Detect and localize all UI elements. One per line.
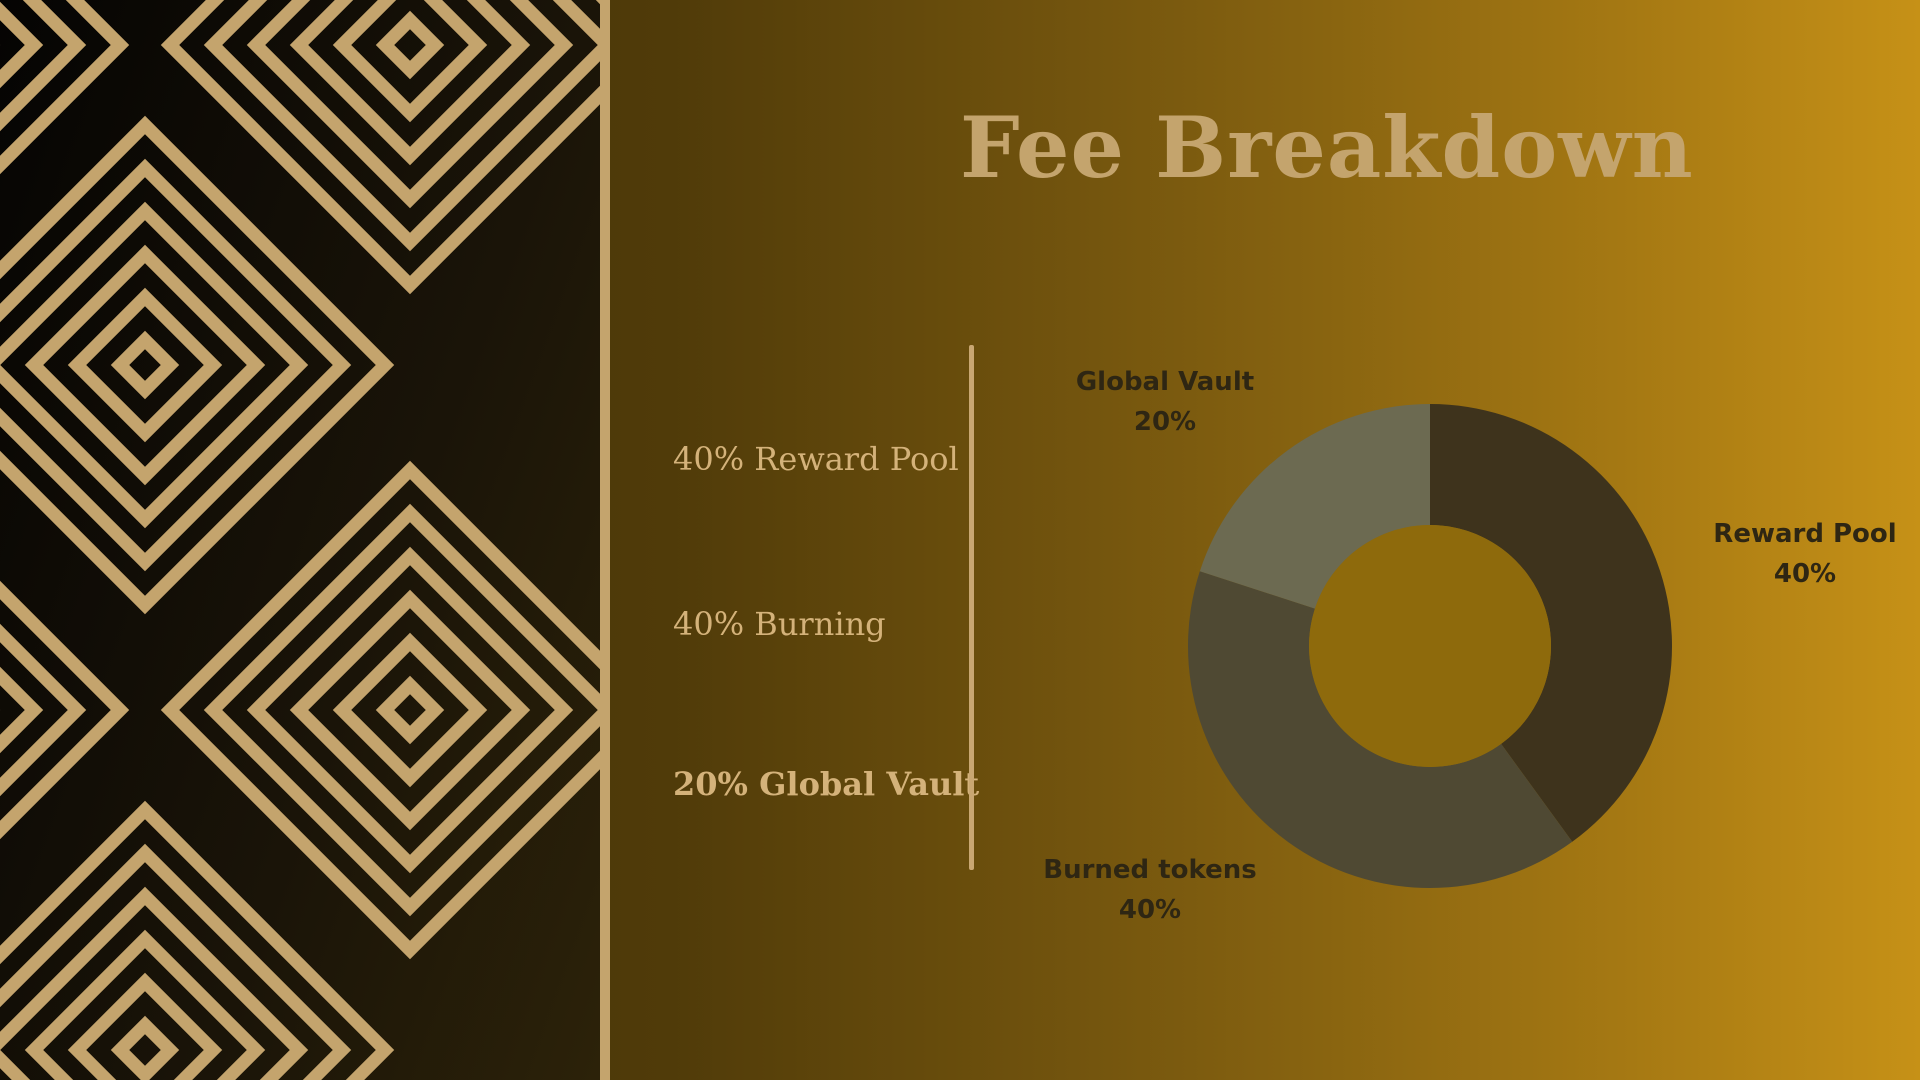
- slice-label-burned-tokens: Burned tokens 40%: [1030, 850, 1270, 930]
- donut-hole: [1309, 525, 1551, 767]
- slice-label-value: 40%: [1700, 554, 1910, 594]
- slice-label-name: Burned tokens: [1030, 850, 1270, 890]
- slice-label-name: Reward Pool: [1700, 514, 1910, 554]
- slice-label-value: 40%: [1030, 890, 1270, 930]
- slice-label-global-vault: Global Vault 20%: [1065, 362, 1265, 442]
- slice-label-value: 20%: [1065, 402, 1265, 442]
- slice-label-name: Global Vault: [1065, 362, 1265, 402]
- slice-label-reward-pool: Reward Pool 40%: [1700, 514, 1910, 594]
